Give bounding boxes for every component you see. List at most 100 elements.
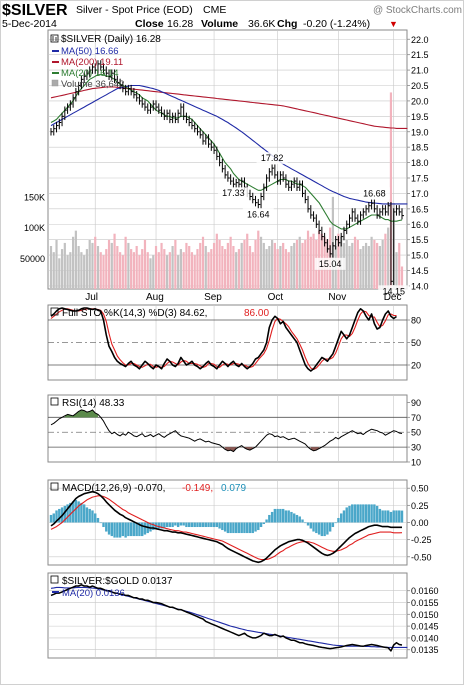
volume-bar [207,252,210,289]
price-annotation: 17.82 [261,153,284,163]
volume-bar [69,252,72,289]
volume-bar [215,233,218,289]
macd-histogram-bar [63,505,67,523]
ratio-ytick-label: 0.0150 [411,610,439,620]
rsi-ytick-label: 70 [411,413,421,423]
volume-bar [168,252,171,289]
macd-title-signal: -0.149, [182,483,213,494]
volume-bar [257,230,260,289]
volume-bar [265,249,268,289]
volume-bar [229,236,232,289]
macd-histogram-bar [237,522,241,534]
macd-histogram-bar [99,522,102,524]
indicator-icon [50,482,59,491]
macd-histogram-bar [182,522,185,526]
volume-bar [121,255,124,289]
macd-title: MACD(12,26,9) -0.070, [62,483,165,494]
volume-bar [387,227,390,289]
volume-bar [295,239,299,289]
volume-bar [94,236,97,289]
macd-ytick-label: 0.50 [411,484,429,494]
volume-bar [293,242,296,289]
volume-bar [221,246,224,289]
volume-bar [55,239,58,289]
macd-histogram-bar [381,510,384,523]
macd-histogram-bar [326,522,329,535]
volume-bar [190,252,194,289]
price-annotation: 17.33 [222,188,245,198]
macd-histogram-bar [293,513,296,523]
volume-bar [298,236,301,289]
volume-bar [83,255,86,289]
macd-histogram-bar [367,504,371,523]
macd-histogram-bar [171,522,174,528]
macd-histogram-bar [290,511,293,523]
rsi-ytick-label: 30 [411,443,421,453]
macd-histogram-bar [204,522,207,528]
macd-histogram-bar [232,522,235,534]
macd-histogram-bar [129,522,133,537]
rsi-ytick-label: 90 [411,398,421,408]
price-ytick-label: 17.0 [411,189,429,199]
volume-bar [210,249,213,289]
price-legend-entry: Volume 36,642 [61,79,124,90]
macd-histogram-bar [74,499,78,523]
macd-histogram-bar [107,522,111,535]
macd-histogram-bar [91,510,94,523]
volume-tick-label: 150K [24,192,45,202]
chart-name: Silver - Spot Price (EOD) [76,4,193,16]
macd-histogram-bar [113,522,116,538]
price-ytick-label: 15.5 [411,235,429,245]
volume-bar [116,246,119,289]
macd-histogram-bar [190,522,194,528]
macd-histogram-bar [196,522,199,528]
bar-chart-icon [50,34,59,43]
volume-bar [174,239,177,289]
macd-histogram-bar [58,508,61,523]
volume-bar [113,233,116,289]
volume-bar [72,236,75,289]
price-title: $SILVER (Daily) 16.28 [61,34,161,45]
volume-bar [370,236,373,289]
macd-histogram-bar [348,505,351,523]
macd-histogram-bar [185,522,188,528]
macd-histogram-bar [160,522,163,529]
chart-date: 5-Dec-2014 [2,18,57,30]
macd-histogram-bar [359,504,362,523]
volume-tick-label: 100K [24,223,45,233]
macd-histogram-bar [66,504,69,523]
ma50-line [50,84,408,205]
volume-bar [80,252,83,289]
volume-bar [152,255,155,289]
volume-bar [243,239,246,289]
volume-bar [389,92,393,289]
macd-histogram-bar [257,522,260,531]
macd-histogram-bar [187,522,191,528]
ratio-ytick-label: 0.0140 [411,633,439,643]
macd-histogram-bar [370,504,373,523]
macd-histogram-bar [364,504,368,523]
volume-bar [143,239,147,289]
x-axis-label: Dec [384,292,402,303]
volume-bar [74,230,77,289]
macd-histogram-bar [270,511,274,523]
volume-bar [345,239,348,289]
volume-bar [262,242,265,289]
rsi-line [50,409,403,453]
macd-histogram-bar [331,522,335,528]
macd-histogram-bar [149,522,152,532]
macd-histogram-bar [118,522,122,538]
ratio-panel-frame [47,572,408,659]
macd-histogram-bar [251,522,254,534]
macd-histogram-bar [392,510,395,523]
macd-histogram-bar [218,522,221,529]
macd-histogram-bar [246,522,249,534]
macd-histogram-bar [312,522,315,532]
macd-histogram-bar [328,522,332,532]
volume-bar [63,242,66,289]
macd-histogram-bar [276,508,279,523]
macd-histogram-bar [212,522,216,528]
macd-histogram-bar [110,522,114,537]
x-axis-label: Sep [204,292,222,303]
volume-bar [237,249,241,289]
